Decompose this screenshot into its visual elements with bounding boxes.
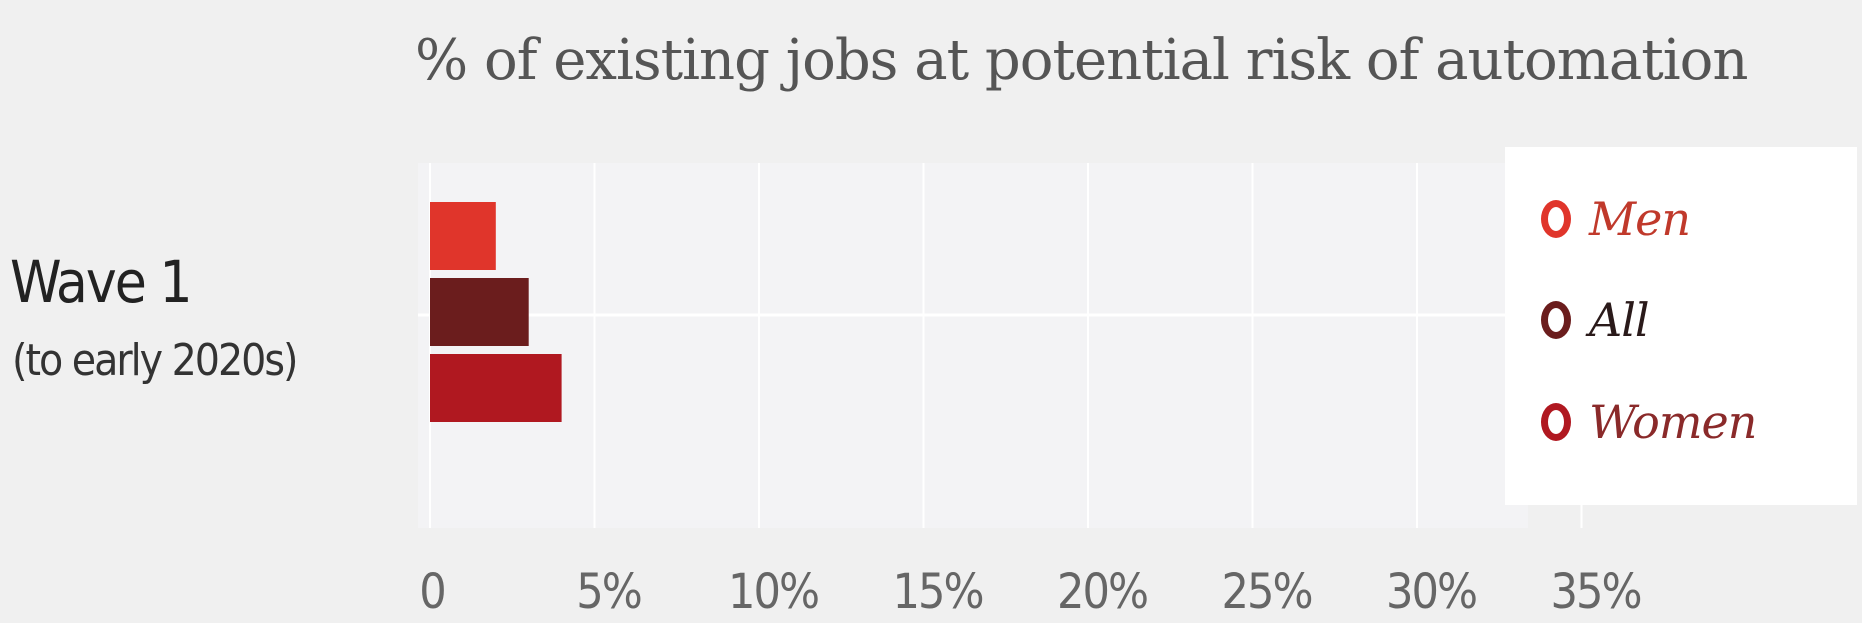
bar-all[interactable] (430, 278, 529, 346)
x-tick-label: 35% (1551, 564, 1641, 620)
bar-women[interactable] (430, 354, 562, 422)
x-tick-label: 5% (576, 564, 641, 620)
x-tick-label: 15% (893, 564, 983, 620)
legend-label-men: Men (1589, 192, 1691, 246)
legend-label-women: Women (1589, 395, 1757, 449)
bars (430, 202, 562, 422)
category-label: Wave 1 (10, 248, 193, 316)
x-tick-label: 10% (728, 564, 818, 620)
plot-area (418, 163, 1528, 528)
x-tick-label: 25% (1222, 564, 1312, 620)
legend-marker-men (1541, 200, 1571, 238)
legend-item-all[interactable]: All (1541, 290, 1650, 350)
legend-label-all: All (1589, 293, 1650, 347)
legend-item-men[interactable]: Men (1541, 189, 1691, 249)
x-tick-label: 0 (419, 564, 444, 620)
bar-men[interactable] (430, 202, 496, 270)
legend-marker-all (1541, 301, 1571, 339)
x-axis-ticks: 0 5% 10% 15% 20% 25% 30% 35% (419, 564, 1642, 620)
category-sublabel: (to early 2020s) (12, 335, 298, 386)
x-tick-label: 30% (1386, 564, 1476, 620)
chart-title: % of existing jobs at potential risk of … (415, 28, 1748, 93)
gridlines (418, 163, 1583, 528)
legend: Men All Women (1505, 147, 1857, 505)
legend-marker-women (1541, 403, 1571, 441)
x-tick-label: 20% (1057, 564, 1147, 620)
legend-item-women[interactable]: Women (1541, 392, 1757, 452)
